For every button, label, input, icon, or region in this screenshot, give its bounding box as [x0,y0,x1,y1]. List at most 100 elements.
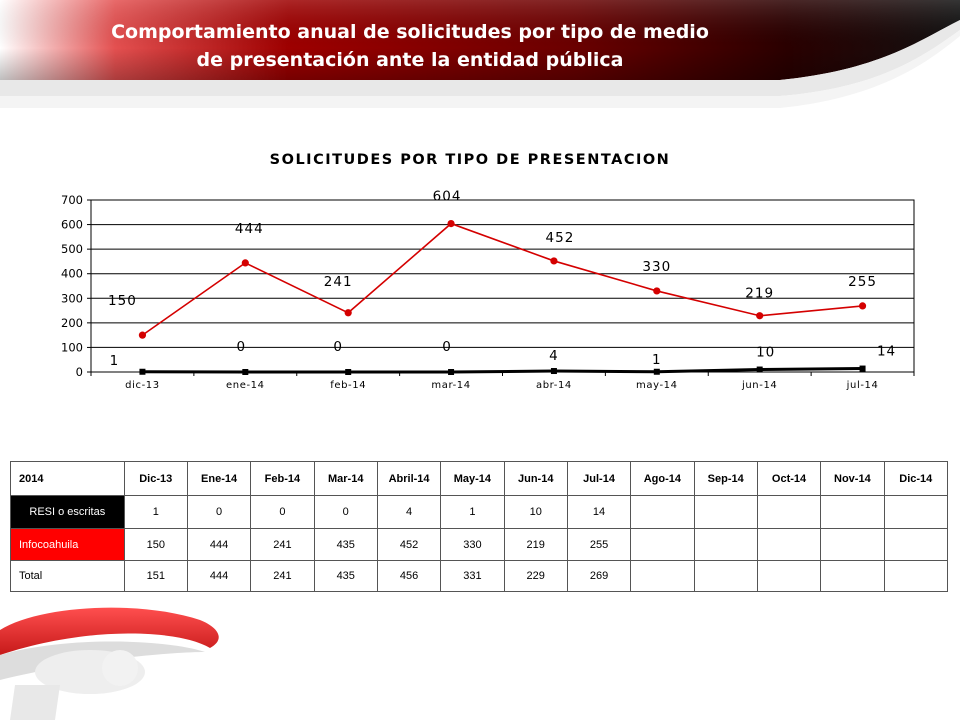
chart-title: SOLICITUDES POR TIPO DE PRESENTACION [270,152,671,168]
table-cell: 1 [440,495,505,529]
header-banner: Comportamiento anual de solicitudes por … [0,0,960,115]
page-title-line-1: Comportamiento anual de solicitudes por … [111,21,709,43]
table-month-header: Sep-14 [693,461,758,496]
table-cell [693,560,758,592]
data-point [447,219,455,228]
table-cell: 241 [250,560,315,592]
y-axis: 0 100 200 300 400 500 600 700 [61,193,91,379]
table-cell: 219 [503,528,568,561]
data-point [344,309,352,317]
table-row: Total 151 444 241 435 456 331 229 269 [10,560,949,592]
table-year-header: 2014 [10,461,125,496]
table-cell: 444 [186,528,252,561]
institution-logo [0,607,219,720]
chart-grid [90,199,915,373]
table-cell: 456 [376,560,442,592]
table-row-label: Infocoahuila [10,528,125,561]
data-point [448,369,455,375]
y-tick-label: 500 [61,242,83,256]
table-cell: 255 [566,528,632,561]
table-month-header: Ene-14 [186,461,252,496]
data-label: 330 [642,259,671,275]
data-table: 2014 Dic-13 Ene-14 Feb-14 Mar-14 Abril-14 May-… [10,461,949,592]
table-cell: 452 [376,528,442,561]
table-cell [883,560,949,592]
series-line-resi [142,367,863,374]
table-cell [756,495,822,529]
table-row: RESI o escritas 1 0 0 0 4 1 10 14 [10,495,949,529]
table-row-label: RESI o escritas [10,495,125,529]
data-point [241,259,249,267]
y-tick-label: 300 [61,291,83,305]
data-point [345,369,352,375]
y-tick-label: 0 [76,365,83,379]
table-month-header: Abril-14 [376,461,442,496]
table-cell [693,528,758,561]
table-cell: 0 [313,495,378,529]
table-month-header: Jul-14 [566,461,632,496]
x-tick-label: ene-14 [226,380,265,391]
data-point [550,368,557,375]
data-label: 4 [549,348,559,364]
data-point [653,368,660,375]
plot-area [90,199,915,373]
table-month-header: Jun-14 [503,461,568,496]
data-label: 0 [442,339,452,355]
data-label: 241 [324,274,353,290]
table-month-header: Dic-14 [883,461,949,496]
table-cell [630,495,695,529]
data-point [859,365,866,372]
y-tick-label: 400 [61,267,83,281]
table-cell: 4 [376,495,442,529]
table-cell [630,560,695,592]
y-tick-label: 200 [61,316,83,330]
table-cell: 0 [186,495,252,529]
table-row-label: Total [10,560,125,592]
table-month-header: Dic-13 [123,461,188,496]
table-row: Infocoahuila 150 444 241 435 452 330 219 255 [10,528,949,561]
data-label: 604 [433,189,462,205]
data-label: 444 [235,221,264,237]
y-tick-label: 600 [61,218,83,232]
data-label: 0 [333,339,343,355]
x-tick-label: jul-14 [846,380,879,391]
banner-shape [0,0,960,108]
table-cell: 10 [503,495,568,529]
data-label: 219 [745,286,774,302]
series-line-infocoahuila [141,222,863,336]
x-tick-label: abr-14 [536,380,572,391]
table-cell [756,560,822,592]
table-cell: 435 [313,560,378,592]
page-title-line-2: de presentación ante la entidad pública [196,49,624,71]
data-point [653,287,661,295]
table-cell [820,528,885,561]
x-tick-label: feb-14 [330,380,366,391]
table-cell: 1 [123,495,188,529]
table-cell [820,495,885,529]
data-label: 1 [110,353,120,369]
x-tick-label: jun-14 [741,380,777,391]
table-month-header: Ago-14 [630,461,695,496]
table-cell [883,495,949,529]
table-cell: 435 [313,528,378,561]
data-point [550,257,558,265]
data-point [756,312,764,320]
data-label: 452 [546,230,575,246]
data-label: 14 [877,344,896,360]
x-tick-label: dic-13 [125,380,160,391]
x-tick-label: mar-14 [431,380,470,391]
table-cell [820,560,885,592]
data-label: 0 [237,339,247,355]
table-cell: 150 [123,528,188,561]
table-month-header: Feb-14 [250,461,315,496]
table-cell: 0 [250,495,315,529]
data-point [242,369,249,375]
table-cell [756,528,822,561]
chart-series [138,219,867,375]
table-cell: 151 [123,560,188,592]
y-tick-label: 100 [61,340,83,354]
x-tick-label: may-14 [636,380,678,391]
table-cell: 229 [503,560,568,592]
table-cell: 331 [440,560,505,592]
